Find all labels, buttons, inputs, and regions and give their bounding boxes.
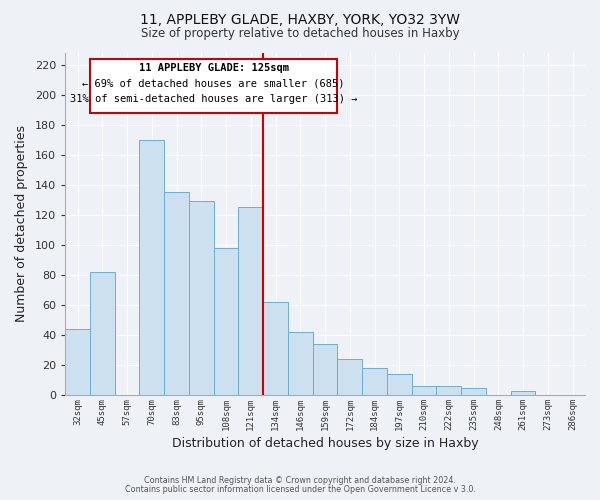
Text: Size of property relative to detached houses in Haxby: Size of property relative to detached ho…	[140, 28, 460, 40]
Bar	[511, 390, 535, 395]
Text: 11, APPLEBY GLADE, HAXBY, YORK, YO32 3YW: 11, APPLEBY GLADE, HAXBY, YORK, YO32 3YW	[140, 12, 460, 26]
Bar	[313, 344, 337, 395]
Bar	[412, 386, 436, 395]
X-axis label: Distribution of detached houses by size in Haxby: Distribution of detached houses by size …	[172, 437, 478, 450]
Bar	[189, 201, 214, 395]
FancyBboxPatch shape	[90, 58, 337, 112]
Bar	[214, 248, 238, 395]
Text: Contains HM Land Registry data © Crown copyright and database right 2024.: Contains HM Land Registry data © Crown c…	[144, 476, 456, 485]
Text: ← 69% of detached houses are smaller (685): ← 69% of detached houses are smaller (68…	[82, 78, 345, 88]
Bar	[164, 192, 189, 395]
Bar	[65, 329, 90, 395]
Bar	[337, 359, 362, 395]
Y-axis label: Number of detached properties: Number of detached properties	[15, 126, 28, 322]
Text: 11 APPLEBY GLADE: 125sqm: 11 APPLEBY GLADE: 125sqm	[139, 63, 289, 73]
Bar	[387, 374, 412, 395]
Bar	[461, 388, 486, 395]
Bar	[288, 332, 313, 395]
Bar	[263, 302, 288, 395]
Bar	[90, 272, 115, 395]
Bar	[238, 207, 263, 395]
Text: Contains public sector information licensed under the Open Government Licence v : Contains public sector information licen…	[125, 484, 475, 494]
Bar	[139, 140, 164, 395]
Text: 31% of semi-detached houses are larger (313) →: 31% of semi-detached houses are larger (…	[70, 94, 358, 104]
Bar	[436, 386, 461, 395]
Bar	[362, 368, 387, 395]
